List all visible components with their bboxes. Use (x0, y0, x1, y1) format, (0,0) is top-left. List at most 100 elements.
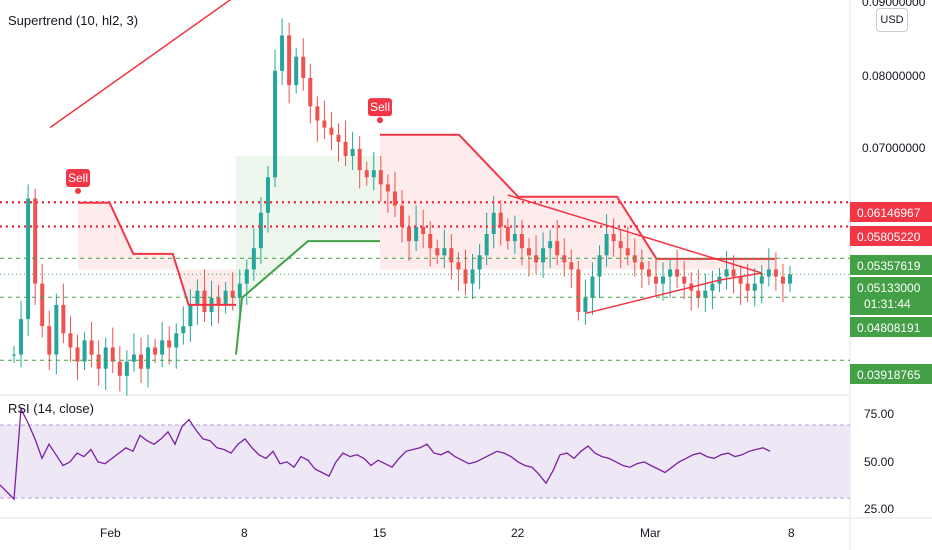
candle-body (343, 141, 348, 156)
candle-body (682, 276, 687, 284)
candle-body (40, 283, 45, 327)
candle-body (315, 106, 320, 121)
candle-body (392, 191, 397, 206)
candle-body (604, 234, 609, 256)
candle-body (280, 35, 285, 71)
candle-body (435, 248, 440, 256)
price-tick: 0.08000000 (862, 69, 926, 83)
candle-body (456, 262, 461, 270)
candle-body (216, 297, 221, 305)
candle-body (146, 347, 151, 369)
candle-body (223, 290, 228, 305)
candle-body (745, 283, 750, 291)
candle-body (294, 56, 299, 86)
candle-body (653, 276, 658, 284)
candle-body (230, 290, 235, 298)
sell-badge (368, 98, 392, 117)
time-label: Feb (100, 526, 121, 540)
candle-body (96, 354, 101, 369)
rsi-tick: 75.00 (864, 407, 894, 421)
candle-body (738, 276, 743, 284)
candle-body (117, 361, 122, 376)
sell-badge (66, 169, 90, 187)
candle-body (12, 354, 16, 356)
candle-body (407, 226, 412, 242)
candle-body (138, 354, 143, 369)
candle-body (526, 248, 531, 256)
candle-body (597, 255, 602, 277)
rsi-band (0, 425, 850, 498)
candle-body (632, 255, 637, 263)
candle-body (618, 241, 623, 249)
candle-body (251, 248, 256, 270)
supertrend-legend[interactable]: Supertrend (10, hl2, 3) (8, 13, 139, 28)
candle-body (766, 269, 771, 277)
price-badge-label: 0.05133000 (857, 281, 921, 295)
candle-body (174, 333, 179, 348)
sell-marker (377, 117, 383, 124)
price-tick: 0.07000000 (862, 141, 926, 155)
sell-label: Sell (68, 171, 88, 185)
candle-body (541, 248, 546, 263)
candle-body (710, 283, 715, 291)
candle-body (82, 340, 87, 362)
candle-body (75, 347, 80, 362)
rsi-tick: 50.00 (864, 455, 894, 469)
candle-body (724, 269, 729, 277)
price-badge-label: 0.03918765 (857, 368, 921, 382)
candle-body (646, 269, 651, 277)
candle-body (463, 269, 468, 284)
candle-body (385, 184, 390, 192)
price-badge: 0.05805220 (850, 226, 932, 246)
candle-body (265, 177, 270, 213)
candle-body (773, 269, 778, 277)
candle-body (89, 340, 94, 355)
price-badge: 0.04808191 (850, 317, 932, 337)
candle-body (788, 274, 792, 284)
supertrend-bull-fill (236, 156, 380, 355)
candle-body (329, 127, 334, 135)
candle-body (562, 255, 567, 263)
price-badge-countdown: 01:31:44 (864, 297, 911, 311)
candle-body (661, 276, 666, 284)
time-label: 8 (788, 526, 795, 540)
currency-button[interactable]: USD (876, 8, 908, 32)
candle-body (153, 347, 158, 355)
candle-body (301, 56, 306, 78)
time-label: 22 (511, 526, 525, 540)
candle-body (449, 248, 454, 263)
time-label: 15 (373, 526, 387, 540)
price-badge-label: 0.05805220 (857, 230, 921, 244)
candle-body (442, 248, 447, 256)
supertrend-bull-line (235, 240, 380, 355)
candle-body (202, 290, 207, 312)
candle-body (668, 269, 673, 277)
triangle-line (507, 194, 763, 315)
sell-signal: Sell (368, 98, 392, 124)
candle-body (258, 212, 263, 249)
price-badges: 0.06146967 0.05805220 0.05357619 0.05133… (850, 202, 932, 384)
rsi-legend[interactable]: RSI (14, close) (8, 401, 94, 416)
candle-body (498, 212, 503, 227)
price-badge: 0.05357619 (850, 255, 932, 275)
supertrend-bear-line (380, 133, 775, 260)
candle-body (237, 283, 242, 298)
candle-body (336, 134, 341, 142)
candle-body (576, 269, 581, 312)
candle-body (68, 333, 73, 348)
candle-body (491, 212, 496, 234)
candle-body (160, 340, 165, 355)
candle-body (569, 262, 574, 270)
candle-body (167, 340, 172, 348)
candle-body (181, 326, 186, 334)
candle-body (625, 248, 630, 256)
candle-body (703, 290, 708, 298)
price-badge-label: 0.04808191 (857, 321, 921, 335)
candle-body (470, 269, 475, 284)
candle-body (428, 234, 433, 249)
candle-body (780, 276, 785, 284)
trend-line (49, 0, 232, 129)
candle-body (131, 354, 136, 362)
rsi-line (0, 406, 771, 501)
